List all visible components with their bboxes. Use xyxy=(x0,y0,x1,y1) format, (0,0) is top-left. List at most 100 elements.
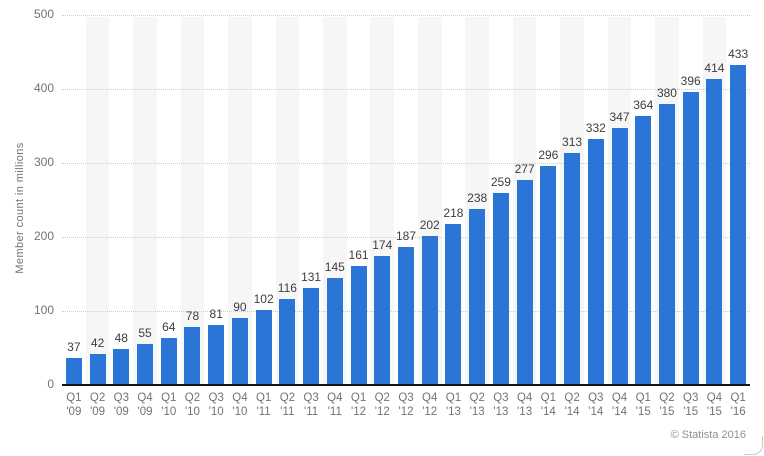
bar xyxy=(706,78,723,385)
x-tick-label: Q4 '12 xyxy=(422,392,438,418)
bar-value-label: 277 xyxy=(514,162,535,177)
bar xyxy=(421,235,438,385)
bar-value-label: 296 xyxy=(538,147,559,162)
x-tick-label: Q2 '14 xyxy=(564,392,580,418)
bar xyxy=(279,299,296,385)
bar-value-label: 64 xyxy=(162,319,176,334)
gridline xyxy=(62,15,750,16)
bar xyxy=(516,180,533,385)
bar-value-label: 48 xyxy=(114,331,128,346)
x-tick-label: Q4 '15 xyxy=(706,392,723,418)
x-tick-label: Q1 '14 xyxy=(540,392,557,418)
x-tick-label: Q2 '09 xyxy=(89,392,106,418)
bar-value-label: 433 xyxy=(728,46,749,61)
x-tick-label: Q4 '10 xyxy=(232,392,248,418)
x-tick-label: Q2 '12 xyxy=(374,392,390,418)
x-tick-label: Q1 '11 xyxy=(255,392,272,418)
bar xyxy=(611,128,628,385)
x-tick-label: Q1 '13 xyxy=(445,392,462,418)
bar xyxy=(469,208,486,385)
bar xyxy=(231,318,248,385)
x-tick-label: Q4 '09 xyxy=(137,392,153,418)
x-tick-label: Q2 '10 xyxy=(184,392,201,418)
bar-value-label: 81 xyxy=(209,307,223,322)
bar-value-label: 145 xyxy=(324,259,345,274)
bar-value-label: 414 xyxy=(704,60,725,75)
bar xyxy=(208,325,225,385)
gridline xyxy=(62,237,750,238)
bar-value-label: 161 xyxy=(348,247,369,262)
bar-value-label: 218 xyxy=(443,205,464,220)
x-tick-label: Q3 '10 xyxy=(208,392,224,418)
bar xyxy=(682,91,699,385)
bar xyxy=(540,165,557,385)
bar xyxy=(635,115,652,385)
bar xyxy=(137,344,154,385)
bar-value-label: 187 xyxy=(395,228,417,243)
column-stripe xyxy=(180,17,205,385)
x-tick-label: Q2 '13 xyxy=(469,392,485,418)
bar-value-label: 364 xyxy=(633,97,654,112)
bar xyxy=(492,193,509,385)
x-tick-label: Q1 '09 xyxy=(66,392,82,418)
x-tick-label: Q3 '09 xyxy=(113,392,129,418)
x-tick-label: Q1 '10 xyxy=(161,392,177,418)
bar-value-label: 396 xyxy=(680,73,701,88)
bar-value-label: 332 xyxy=(585,121,606,136)
bar-value-label: 78 xyxy=(185,309,200,324)
y-tick-label: 500 xyxy=(33,7,54,21)
bar-value-label: 174 xyxy=(372,238,393,253)
bar-value-label: 347 xyxy=(609,110,630,125)
y-tick-label: 100 xyxy=(33,303,54,317)
x-tick-label: Q1 '15 xyxy=(635,392,651,418)
column-stripe xyxy=(228,17,252,385)
x-tick-label: Q3 '13 xyxy=(493,392,509,418)
column-stripe xyxy=(275,17,300,385)
bar-value-label: 380 xyxy=(656,85,677,100)
card-corner-border xyxy=(744,436,763,455)
x-tick-label: Q2 '15 xyxy=(659,392,675,418)
column-stripe xyxy=(133,17,157,385)
bar xyxy=(184,327,201,385)
x-tick-label: Q3 '12 xyxy=(398,392,414,418)
x-tick-label: Q3 '15 xyxy=(683,392,699,418)
copyright-notice: © Statista 2016 xyxy=(670,429,746,441)
plot-area: 37 42 48 55 64 78 81 90 102 116 131 145 161 174 187 202… xyxy=(62,15,750,386)
bar-value-label: 313 xyxy=(562,135,583,150)
bar xyxy=(65,357,82,385)
bar xyxy=(564,153,581,385)
x-tick-label: Q3 '11 xyxy=(303,392,319,418)
bar xyxy=(658,103,675,385)
gridline xyxy=(62,163,750,164)
bar xyxy=(113,349,130,385)
bar-value-label: 37 xyxy=(67,339,81,354)
x-tick-label: Q1 '12 xyxy=(350,392,367,418)
x-tick-label: Q4 '13 xyxy=(516,392,533,418)
bar xyxy=(326,277,343,385)
bar xyxy=(445,223,462,385)
x-axis-line xyxy=(62,384,750,386)
bar xyxy=(255,309,272,385)
x-tick-label: Q4 '14 xyxy=(611,392,628,418)
bar-value-label: 42 xyxy=(90,335,105,350)
bar-value-label: 238 xyxy=(467,190,488,205)
x-tick-label: Q2 '11 xyxy=(279,392,296,418)
bar xyxy=(350,265,367,385)
y-tick-label: 400 xyxy=(33,81,54,95)
y-tick-label: 300 xyxy=(33,155,54,169)
y-tick-label: 200 xyxy=(33,229,54,243)
bar-value-label: 90 xyxy=(233,300,247,315)
gridline xyxy=(62,89,750,90)
bar-value-label: 202 xyxy=(419,217,440,232)
bar xyxy=(303,288,320,385)
bar-value-label: 102 xyxy=(253,291,274,306)
x-tick-label: Q3 '14 xyxy=(588,392,604,418)
bar xyxy=(89,353,106,385)
bar xyxy=(587,139,604,385)
column-stripe xyxy=(85,17,110,385)
bar-value-label: 116 xyxy=(277,281,297,296)
y-tick-label: 0 xyxy=(47,377,54,391)
x-axis-labels: Q1 '09 Q2 '09 Q3 '09 Q4 '09 Q1 '10 Q2 '10 Q3 '… xyxy=(62,391,750,423)
bar xyxy=(374,256,391,385)
